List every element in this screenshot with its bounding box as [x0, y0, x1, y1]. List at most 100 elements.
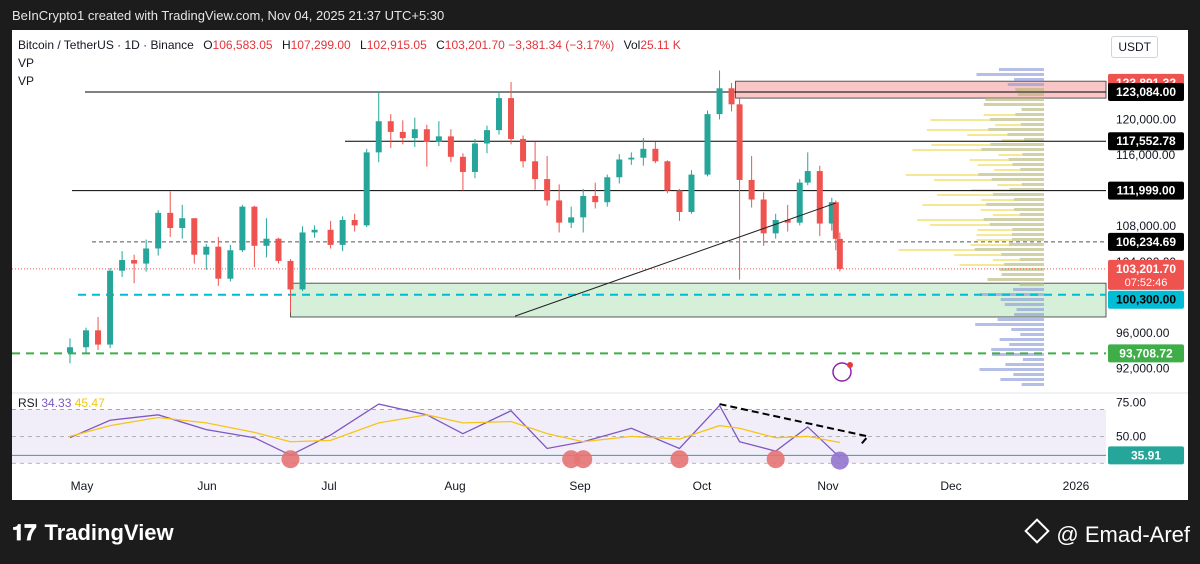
- volume-profile-bar: [1020, 168, 1044, 171]
- oversold-marker: [670, 450, 689, 469]
- volume-profile-bar: [1012, 228, 1044, 231]
- volume-profile-bar: [1011, 233, 1044, 236]
- candle-Oct-02: [704, 114, 711, 175]
- candle-Sep-14: [628, 157, 635, 160]
- volume-profile-bar: [1021, 183, 1044, 186]
- trendline-layer: [514, 202, 836, 317]
- symbol-name[interactable]: Bitcoin / TetherUS · 1D · Binance: [18, 38, 194, 52]
- volume-profile-bar: [975, 323, 1044, 326]
- volume-profile-bar: [990, 143, 1044, 146]
- volume-profile-bar: [1001, 273, 1044, 276]
- candle-May-20: [155, 212, 162, 249]
- candle-Jul-28: [435, 136, 442, 142]
- rsi-label[interactable]: RSI: [18, 396, 39, 410]
- author-text: @ Emad-Aref: [1056, 522, 1190, 547]
- x-tick-label: Oct: [693, 479, 712, 493]
- change-value: −3,381.34 (−3.17%): [508, 38, 615, 52]
- tradingview-logo[interactable]: 𝟏𝟕 TradingView: [12, 520, 174, 546]
- volume-profile-bar: [1007, 83, 1044, 86]
- candle-Jun-16: [263, 238, 270, 246]
- vp-indicator-1[interactable]: VP: [18, 56, 35, 70]
- volume-profile-bar: [1014, 78, 1044, 81]
- candle-Aug-09: [483, 130, 490, 144]
- price-tag: 117,552.78: [1116, 134, 1176, 148]
- volume-profile-bar: [983, 218, 1044, 221]
- volume-profile-bar-accent: [997, 184, 1022, 186]
- price-tag: 100,300.00: [1116, 293, 1176, 307]
- volume-profile-bar-accent: [992, 214, 1020, 216]
- currency-unit[interactable]: USDT: [1111, 36, 1158, 58]
- volume-profile-bar: [988, 128, 1044, 131]
- price-tag: 106,234.69: [1116, 235, 1176, 249]
- diamond-icon: [1024, 518, 1051, 544]
- volume-profile-bar-accent: [995, 124, 1021, 126]
- top-caption-bar: BeInCrypto1 created with TradingView.com…: [0, 0, 1200, 30]
- volume-profile-bar: [1017, 93, 1044, 96]
- countdown-label: 07:52:46: [1125, 277, 1168, 289]
- volume-profile-bar-accent: [976, 234, 1012, 236]
- volume-profile-bar-accent: [905, 174, 979, 176]
- candle-May-23: [167, 212, 174, 229]
- candle-Jul-10: [363, 152, 370, 226]
- volume-profile-bar: [978, 173, 1044, 176]
- x-tick-label: Dec: [940, 479, 961, 493]
- candle-Jul-01: [327, 229, 334, 245]
- candle-Aug-03: [459, 156, 466, 172]
- candle-Jul-31: [447, 136, 454, 157]
- vp-indicator-2[interactable]: VP: [18, 74, 35, 88]
- candle-Sep-17: [640, 148, 647, 158]
- volume-profile-bar: [991, 353, 1044, 356]
- volume-profile-bar: [987, 278, 1044, 281]
- volume-profile-bar-accent: [954, 254, 1002, 256]
- volume-profile-bar: [1013, 288, 1044, 291]
- price-tag-bg: [1108, 83, 1184, 101]
- price-chart-svg[interactable]: 120,000.00116,000.00108,000.00104,000.00…: [0, 0, 1200, 500]
- volume-profile-bar: [986, 203, 1044, 206]
- candle-Jul-22: [411, 129, 418, 139]
- volume-profile-bar: [993, 193, 1044, 196]
- volume-profile-bar: [985, 98, 1044, 101]
- volume-profile-bar-accent: [992, 259, 1020, 261]
- x-tick-label: May: [71, 479, 94, 493]
- volume-profile-bar: [1016, 308, 1044, 311]
- candle-Nov-03: [832, 202, 839, 239]
- price-tag: 123,084.00: [1116, 85, 1176, 99]
- rsi-last-tag-bg: [1108, 446, 1184, 465]
- low-label: L: [360, 38, 367, 52]
- candle-Sep-08: [604, 177, 611, 203]
- zone-resistance: [735, 80, 1107, 99]
- x-tick-label: Jul: [321, 479, 336, 493]
- volume-profile-bar: [1021, 383, 1044, 386]
- volume-profile-bar: [1011, 238, 1044, 241]
- rsi-value: 34.33: [41, 396, 72, 410]
- candle-May-29: [191, 218, 198, 255]
- levels-layer: [12, 91, 1106, 355]
- rsi-y-tick-label: 50.00: [1116, 429, 1146, 443]
- candle-Oct-22: [784, 219, 791, 223]
- caption-text: BeInCrypto1 created with TradingView.com…: [12, 8, 445, 23]
- volume-profile-bar-accent: [922, 204, 987, 206]
- candle-May-26: [179, 218, 186, 229]
- volume-profile-bar: [981, 148, 1044, 151]
- volume-profile-bar: [1000, 298, 1044, 301]
- zone-support: [290, 282, 1107, 318]
- candle-Oct-13: [748, 179, 755, 200]
- volume-profile-bar: [1001, 253, 1044, 256]
- candle-Sep-11: [616, 159, 623, 178]
- bolt-icon: [832, 362, 852, 382]
- candle-Aug-18: [520, 139, 527, 162]
- volume-profile-bar: [1020, 123, 1044, 126]
- candle-Sep-05: [592, 195, 599, 203]
- volume-profile-bar: [1004, 303, 1044, 306]
- volume-profile-bar: [1011, 328, 1044, 331]
- candle-Jul-16: [387, 121, 394, 132]
- price-tag-bg: [1108, 181, 1184, 200]
- volume-profile-bar-accent: [930, 119, 990, 121]
- volume-profile-bar-accent: [976, 239, 1012, 241]
- candle-Aug-15: [508, 98, 515, 140]
- volume-profile-bar-accent: [959, 264, 1004, 266]
- volume-profile-bar: [1007, 133, 1044, 136]
- open-value: 106,583.05: [212, 38, 273, 52]
- volume-profile-bar: [1005, 363, 1044, 366]
- volume-profile-bar-accent: [936, 194, 994, 196]
